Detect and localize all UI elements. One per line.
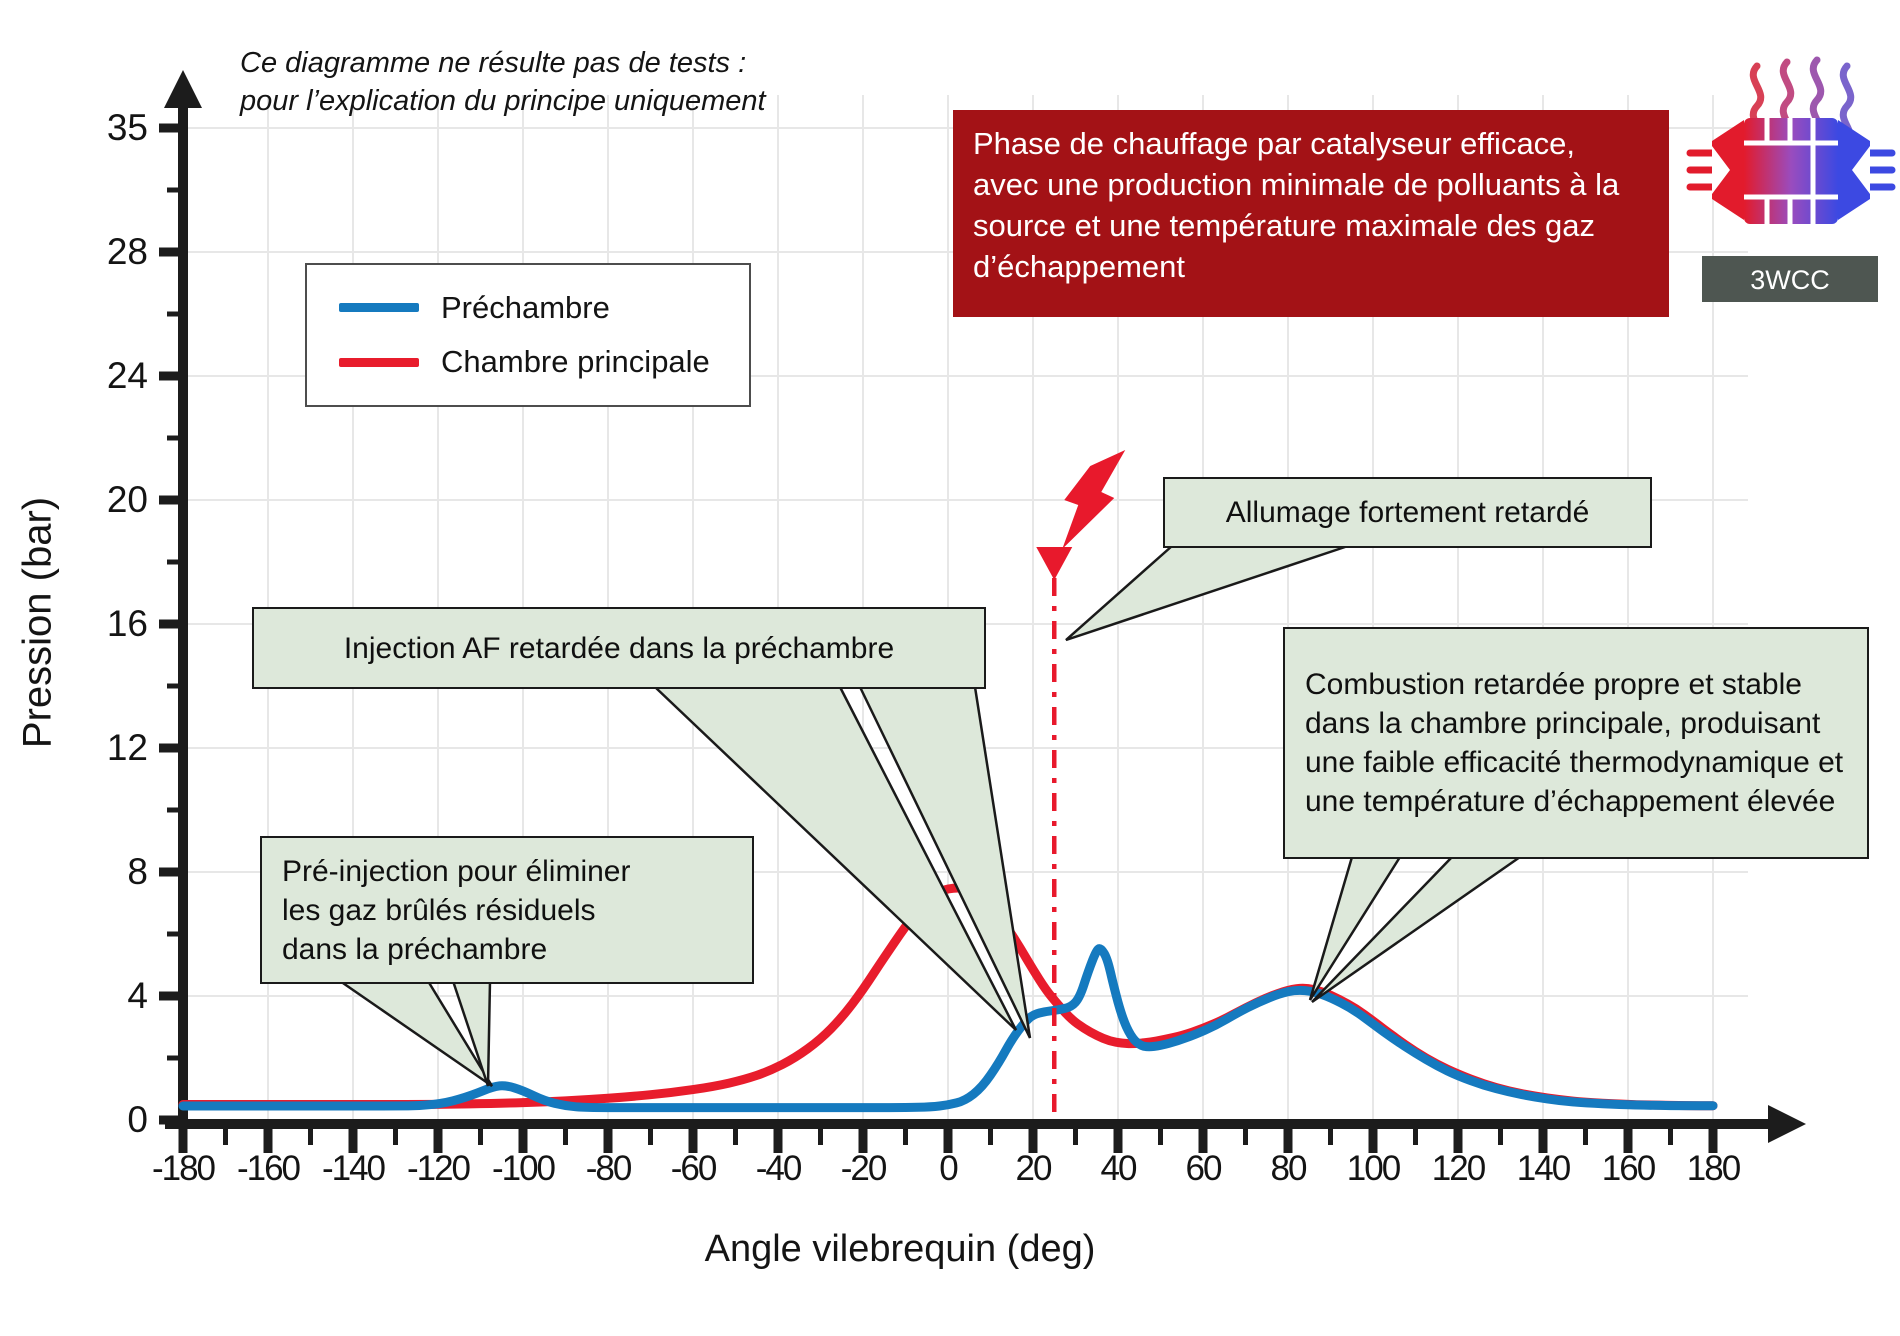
- x-tick-label: 120: [1432, 1149, 1486, 1188]
- y-axis-arrow: [164, 70, 202, 108]
- y-tick-label: 4: [127, 975, 148, 1016]
- x-tick-label: 0: [939, 1149, 958, 1188]
- x-tick-label: 100: [1347, 1149, 1401, 1188]
- x-tick-label: 160: [1602, 1149, 1656, 1188]
- x-tick-label: -60: [671, 1149, 717, 1188]
- callout-allumage: Allumage fortement retardé: [1163, 477, 1652, 548]
- x-tick-label: 180: [1687, 1149, 1741, 1188]
- x-tick-label: -80: [586, 1149, 632, 1188]
- y-tick-label: 12: [107, 727, 148, 768]
- callout-pointers: [339, 544, 1521, 1088]
- legend-item-prechambre: Préchambre: [307, 290, 749, 326]
- x-tick-label: -20: [841, 1149, 887, 1188]
- ignition-marker: [1036, 450, 1126, 1120]
- x-tick-label: -140: [322, 1149, 386, 1188]
- converter-body-icon: [1686, 118, 1896, 224]
- y-tick-label: 8: [127, 851, 148, 892]
- allumage-pointer: [1065, 544, 1349, 642]
- axes: -180 -160 -140 -120 -100 -80 -60 -40 -20 0 20 40 60 8…: [107, 70, 1806, 1188]
- injection-pointer: [654, 686, 1018, 1031]
- ignition-triangle-marker: [1036, 547, 1073, 580]
- callout-injection: Injection AF retardée dans la préchambre: [252, 607, 986, 689]
- callout-combustion: Combustion retardée propre et stable dan…: [1283, 627, 1869, 859]
- preinjection-pointer: [339, 979, 494, 1088]
- combustion-pointer: [1311, 855, 1521, 1004]
- catalyst-heating-banner: Phase de chauffage par catalyseur effica…: [953, 110, 1669, 317]
- x-axis-arrow: [1768, 1105, 1806, 1143]
- catalyst-icon: 3WCC: [1686, 56, 1896, 302]
- x-tick-label: -160: [237, 1149, 301, 1188]
- preinjection-pointer: [451, 980, 492, 1087]
- legend-label: Chambre principale: [441, 344, 710, 380]
- x-tick-label: 80: [1271, 1149, 1307, 1188]
- x-tick-label: 40: [1101, 1149, 1137, 1188]
- x-tick-label: -100: [492, 1149, 556, 1188]
- y-tick-label: 16: [107, 603, 148, 644]
- x-tick-label: -120: [407, 1149, 471, 1188]
- disclaimer-note: Ce diagramme ne résulte pas de tests : p…: [240, 47, 766, 118]
- legend-item-chambre-principale: Chambre principale: [307, 344, 749, 380]
- x-tick-label: 20: [1016, 1149, 1052, 1188]
- x-tick-label: -180: [152, 1149, 216, 1188]
- icon-label: 3WCC: [1750, 265, 1830, 295]
- y-axis-title: Pression (bar): [15, 496, 60, 749]
- curve-pr-chambre: [178, 944, 1718, 1113]
- x-tick-label: 60: [1186, 1149, 1222, 1188]
- chambre-principale-line-swatch: [339, 357, 419, 367]
- injection-pointer: [858, 686, 1032, 1039]
- x-tick-label: 140: [1517, 1149, 1571, 1188]
- x-axis-title: Angle vilebrequin (deg): [704, 1228, 1096, 1270]
- legend-label: Préchambre: [441, 289, 610, 325]
- legend: Préchambre Chambre principale: [305, 263, 751, 407]
- callout-pre-injection: Pré-injection pour éliminer les gaz brûl…: [260, 836, 754, 984]
- lightning-bolt-icon: [1062, 450, 1126, 549]
- y-tick-label: 0: [127, 1099, 148, 1140]
- x-tick-label: -40: [756, 1149, 802, 1188]
- data-curves: [178, 883, 1718, 1113]
- prechambre-line-swatch: [339, 303, 419, 313]
- y-tick-label: 24: [107, 355, 148, 396]
- y-tick-label: 35: [107, 107, 148, 148]
- combustion-pointer: [1308, 856, 1402, 1001]
- icon-label-plate: [1702, 256, 1878, 302]
- y-tick-label: 20: [107, 479, 148, 520]
- y-tick-label: 28: [107, 231, 148, 272]
